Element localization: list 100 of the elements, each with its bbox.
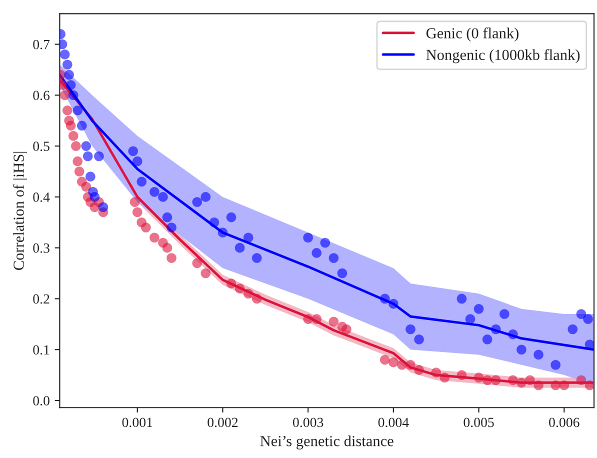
point	[456, 370, 467, 380]
x-tick-label: 0.005	[464, 418, 494, 428]
point	[162, 242, 172, 253]
x-tick-label: 0.002	[208, 418, 238, 428]
point	[162, 212, 172, 222]
point	[474, 372, 484, 383]
y-tick-label: 0.2	[33, 294, 50, 304]
point	[516, 378, 526, 388]
point	[234, 242, 245, 253]
point	[342, 324, 352, 334]
point	[62, 60, 72, 70]
point	[465, 314, 476, 324]
point	[60, 90, 70, 100]
point	[76, 120, 87, 131]
point	[406, 324, 416, 334]
point	[406, 360, 416, 370]
y-tick-label: 0.6	[33, 90, 50, 100]
point	[158, 192, 168, 202]
point	[86, 172, 96, 182]
point	[82, 151, 93, 162]
point	[72, 156, 83, 166]
point	[508, 375, 518, 386]
point	[209, 217, 220, 228]
point	[414, 365, 424, 375]
point	[226, 278, 236, 288]
point	[583, 314, 593, 324]
point	[81, 182, 92, 192]
point	[64, 70, 74, 80]
point	[482, 375, 492, 386]
x-tick-label: 0.004	[378, 418, 409, 428]
point	[328, 316, 339, 327]
point	[328, 253, 339, 263]
point	[66, 80, 76, 90]
point	[243, 288, 254, 299]
point	[550, 380, 561, 390]
point	[303, 232, 313, 243]
y-tick-label: 0.5	[33, 142, 50, 152]
point	[482, 334, 492, 344]
point	[71, 141, 81, 151]
point	[576, 309, 586, 319]
point	[252, 253, 262, 263]
point	[150, 232, 160, 243]
point	[397, 360, 407, 370]
point	[166, 253, 176, 263]
point	[303, 314, 313, 324]
point	[380, 354, 390, 365]
y-axis-title: Correlation of |iHS|	[13, 152, 28, 270]
point	[68, 130, 78, 141]
y-tick-label: 0.7	[33, 40, 50, 50]
point	[128, 146, 138, 156]
point	[474, 304, 484, 314]
point	[226, 212, 236, 222]
point	[440, 372, 450, 383]
point	[218, 228, 228, 238]
y-tick-label: 0.0	[33, 396, 50, 406]
y-tick-label: 0.1	[33, 345, 50, 355]
point	[456, 294, 467, 304]
point	[252, 294, 262, 304]
point	[60, 50, 70, 60]
point	[568, 324, 578, 334]
point	[243, 232, 254, 243]
point	[192, 258, 202, 268]
point	[166, 222, 176, 232]
point	[66, 120, 76, 131]
point	[132, 207, 142, 218]
point	[132, 156, 142, 166]
point	[534, 380, 544, 390]
point	[136, 176, 147, 187]
point	[490, 375, 501, 386]
point	[74, 166, 84, 176]
point	[388, 298, 398, 309]
point	[516, 344, 526, 355]
point	[62, 106, 72, 116]
point	[312, 248, 322, 258]
legend-label: Nongenic (1000kb flank)	[426, 49, 580, 64]
point	[72, 106, 83, 116]
point	[312, 314, 322, 324]
point	[576, 375, 586, 386]
point	[499, 309, 510, 319]
point	[584, 380, 594, 390]
point	[534, 350, 544, 360]
point	[130, 197, 140, 207]
point	[414, 334, 424, 344]
point	[550, 360, 561, 370]
y-tick-label: 0.4	[33, 192, 50, 202]
point	[98, 202, 108, 212]
point	[388, 357, 398, 368]
point	[140, 222, 151, 232]
point	[584, 340, 594, 350]
point	[320, 238, 330, 248]
point	[200, 192, 211, 202]
x-tick-label: 0.001	[122, 418, 152, 428]
point	[192, 197, 202, 207]
point	[81, 141, 92, 151]
point	[200, 268, 211, 278]
point	[68, 90, 78, 100]
point	[508, 329, 518, 340]
legend-label: Genic (0 flank)	[426, 27, 518, 42]
x-tick-label: 0.006	[549, 418, 580, 428]
point	[234, 284, 245, 294]
